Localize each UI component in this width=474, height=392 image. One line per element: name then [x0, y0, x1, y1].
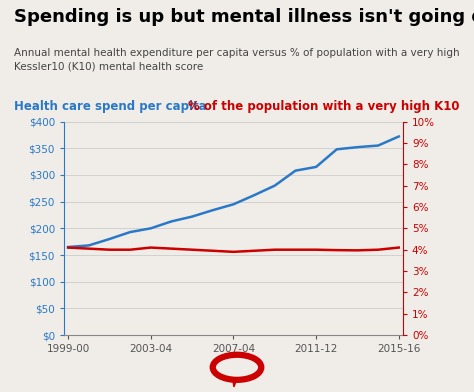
Text: Annual mental health expenditure per capita versus % of population with a very h: Annual mental health expenditure per cap…: [14, 48, 460, 72]
Text: % of the population with a very high K10: % of the population with a very high K10: [188, 100, 460, 113]
Polygon shape: [232, 378, 237, 387]
Text: Spending is up but mental illness isn't going down: Spending is up but mental illness isn't …: [14, 8, 474, 26]
Text: Health care spend per capita: Health care spend per capita: [14, 100, 207, 113]
